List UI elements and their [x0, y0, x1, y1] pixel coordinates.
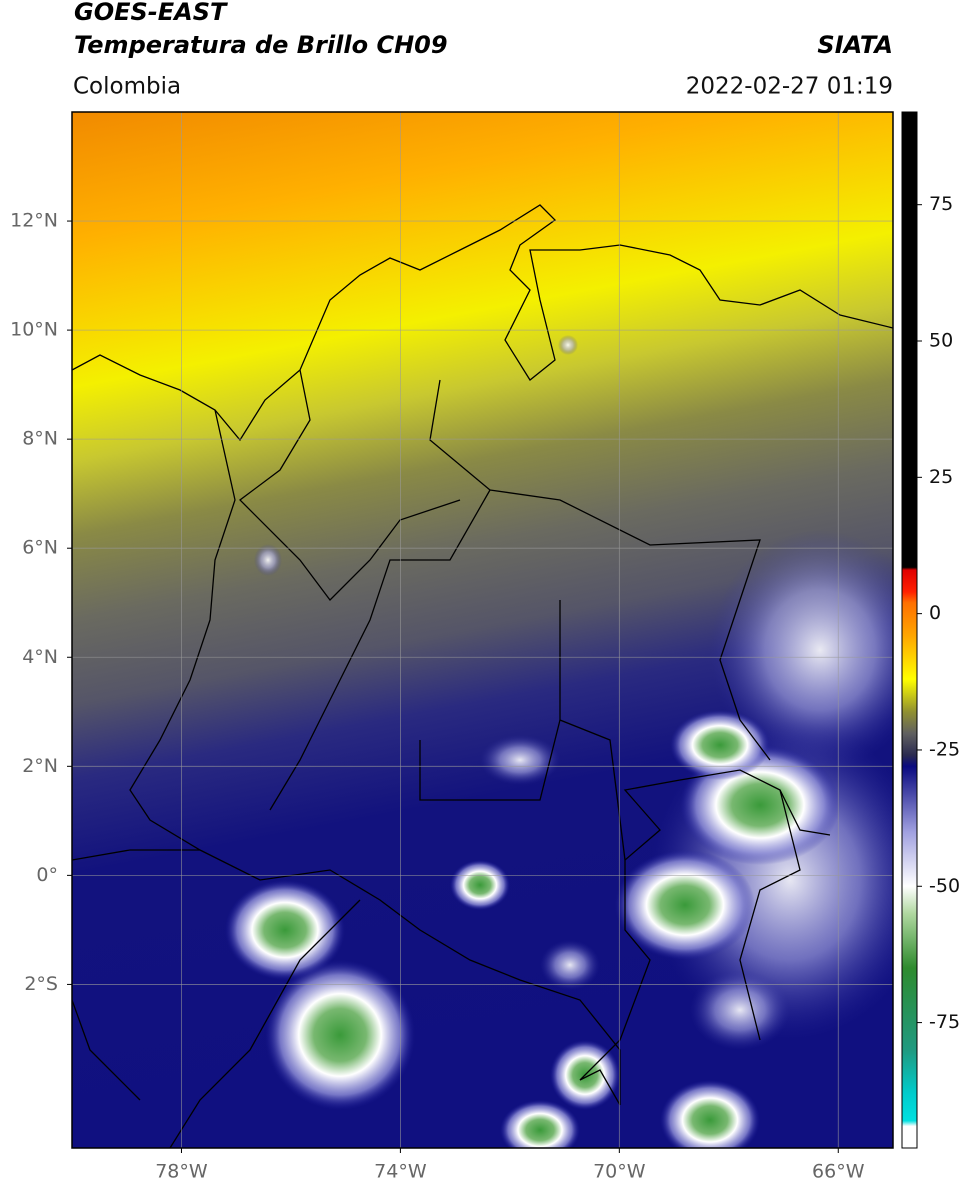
lon-tick-label: 78°W — [155, 1161, 208, 1183]
lat-tick-label: 12°N — [10, 210, 58, 232]
agency: SIATA — [817, 31, 893, 59]
colorbar-tick-label: -75 — [929, 1011, 960, 1033]
colorbar-tick-label: 75 — [929, 193, 953, 215]
map-frame — [71, 111, 894, 1149]
colorbar-fill — [901, 111, 918, 1149]
colorbar-tick-label: -25 — [929, 738, 960, 760]
lon-tick-label: 66°W — [812, 1161, 865, 1183]
lat-tick-label: 4°N — [22, 646, 58, 668]
grid — [72, 112, 893, 1148]
colorbar-tick-label: -50 — [929, 875, 960, 897]
colorbar-tick-label: 25 — [929, 466, 953, 488]
region: Colombia — [73, 74, 181, 100]
lat-tick-label: 6°N — [22, 537, 58, 559]
lat-tick-label: 2°S — [24, 973, 58, 995]
lat-tick-label: 10°N — [10, 319, 58, 341]
colorbar: 75 50 25 0 -25 -50 -75 — [901, 111, 960, 1149]
source: GOES-EAST — [74, 0, 228, 26]
timestamp: 2022-02-27 01:19 — [686, 74, 893, 100]
lon-tick-label: 74°W — [374, 1161, 427, 1183]
lat-tick-label: 0° — [36, 864, 58, 886]
lat-tick-label: 2°N — [22, 755, 58, 777]
colorbar-tick-label: 0 — [929, 602, 941, 624]
colorbar-tick-label: 50 — [929, 330, 953, 352]
lat-tick-label: 8°N — [22, 428, 58, 450]
lon-tick-label: 70°W — [593, 1161, 646, 1183]
title: Temperatura de Brillo CH09 — [74, 31, 448, 59]
satellite-image — [72, 112, 893, 1148]
